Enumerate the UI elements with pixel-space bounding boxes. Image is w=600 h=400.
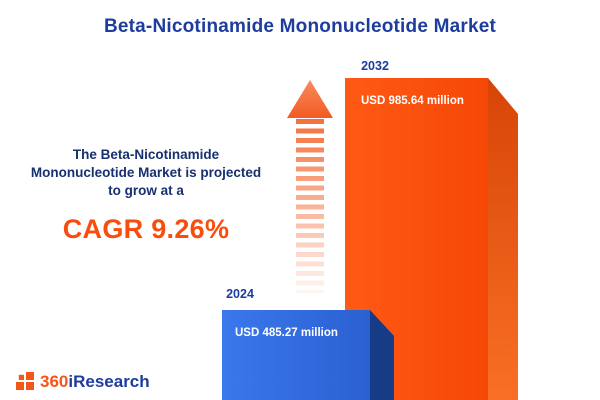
annotation-block: The Beta-Nicotinamide Mononucleotide Mar… (6, 146, 286, 247)
logo-text-360: 360 (40, 371, 69, 391)
brand-logo: 360iResearch (16, 372, 150, 390)
logo-text: 360iResearch (40, 373, 150, 390)
annotation-line-1: The Beta-Nicotinamide (72, 147, 220, 162)
bar-label-2032: 2032 (361, 59, 389, 73)
bar-value-2024: USD 485.27 million (235, 327, 338, 339)
annotation-line-3: to grow at a (108, 183, 184, 199)
logo-text-iresearch: iResearch (68, 371, 150, 391)
growth-arrow-trail (296, 119, 324, 293)
logo-squares-icon (16, 372, 34, 390)
bar-2024 (222, 310, 394, 400)
cagr-value: CAGR 9.26% (62, 213, 230, 244)
bar-label-2024: 2024 (226, 287, 254, 301)
bar-value-2032: USD 985.64 million (361, 95, 464, 107)
page-title: Beta-Nicotinamide Mononucleotide Market (103, 16, 497, 37)
annotation-line-2: Mononucleotide Market is projected (30, 165, 262, 181)
